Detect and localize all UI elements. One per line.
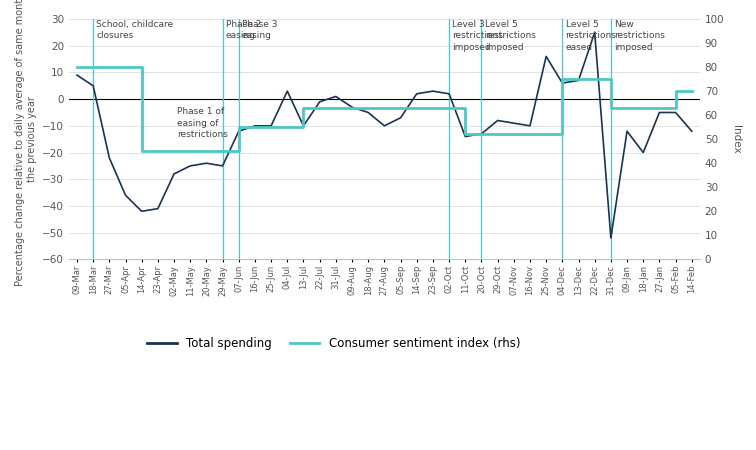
Text: Level 5
restrictions
imposed: Level 5 restrictions imposed (485, 20, 535, 52)
Text: Level 5
restrictions
eased: Level 5 restrictions eased (565, 20, 616, 52)
Text: Level 3
restrictions
imposed: Level 3 restrictions imposed (452, 20, 503, 52)
Text: New
restrictions
imposed: New restrictions imposed (614, 20, 665, 52)
Text: School, childcare
closures: School, childcare closures (97, 20, 174, 40)
Legend: Total spending, Consumer sentiment index (rhs): Total spending, Consumer sentiment index… (143, 332, 525, 355)
Text: Phase 2
easing: Phase 2 easing (226, 20, 261, 40)
Y-axis label: Percentage change relative to daily average of same month
the previous year: Percentage change relative to daily aver… (15, 0, 36, 286)
Y-axis label: Index: Index (731, 125, 741, 153)
Text: Phase 3
easing: Phase 3 easing (242, 20, 277, 40)
Text: Phase 1 of
easing of
restrictions: Phase 1 of easing of restrictions (178, 107, 228, 139)
